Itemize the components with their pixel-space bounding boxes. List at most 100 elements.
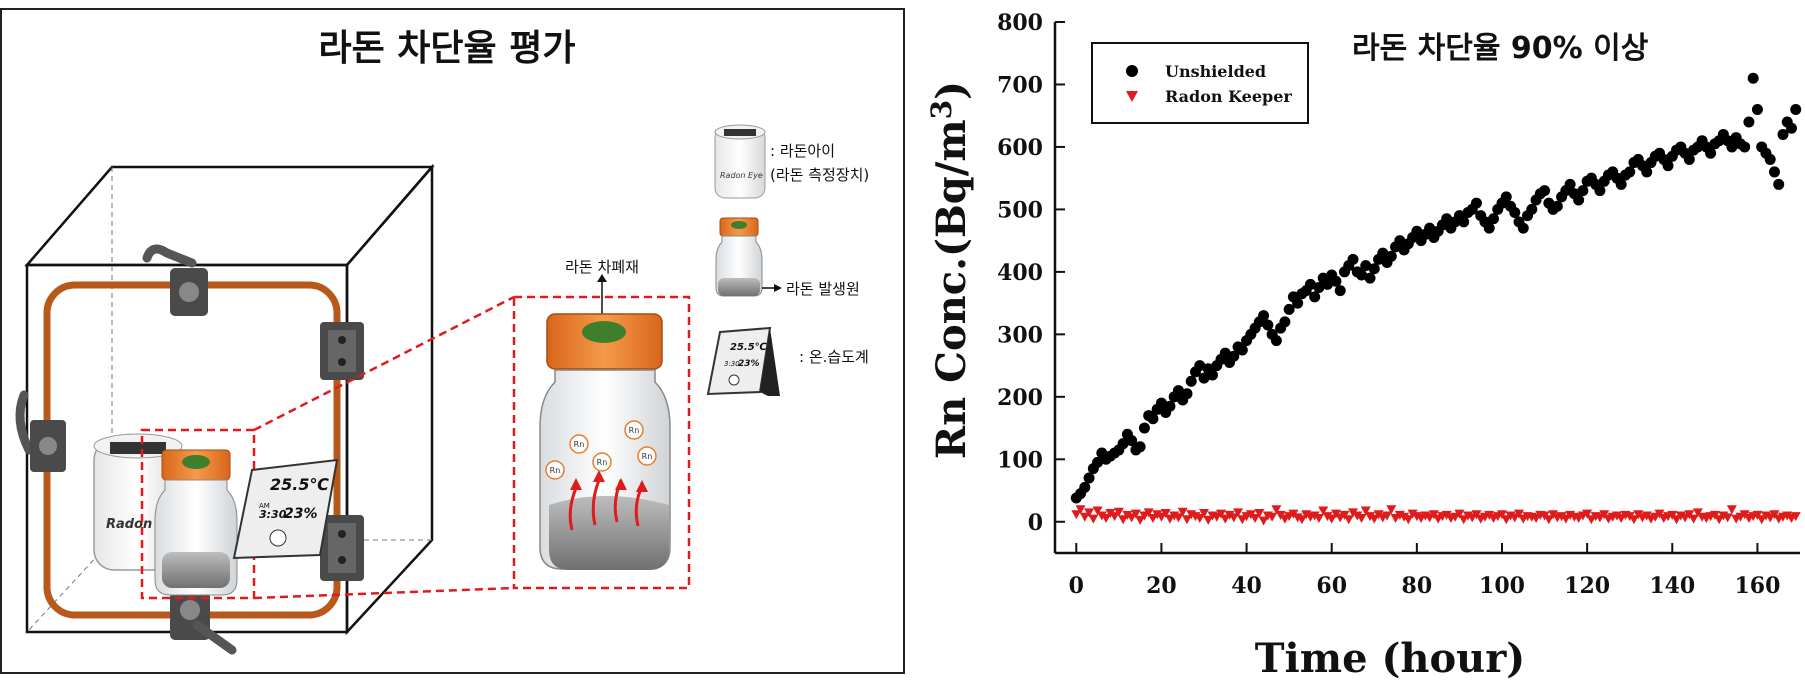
radon-keeper-point — [1373, 510, 1384, 520]
radon-keeper-point — [1143, 508, 1154, 518]
shield-label: 라돈 차폐재 — [565, 258, 639, 276]
zoom-detail-box — [512, 295, 691, 590]
unshielded-point — [1236, 344, 1248, 356]
y-tick-label: 200 — [997, 385, 1043, 411]
x-tick-label: 120 — [1564, 573, 1610, 599]
legend-thermo-hygrometer-label: : 온.습도계 — [799, 348, 869, 366]
x-tick-label: 0 — [1069, 573, 1084, 599]
unshielded-point — [1292, 297, 1304, 309]
unshielded-point — [1726, 141, 1738, 153]
latch-left-icon — [15, 390, 66, 472]
unshielded-point — [1172, 385, 1184, 397]
unshielded-point — [1283, 303, 1295, 315]
unshielded-point — [1181, 388, 1193, 400]
radon-keeper-point — [1160, 509, 1171, 519]
unshielded-point — [1615, 178, 1627, 190]
radon-keeper-point — [1497, 510, 1507, 520]
rn-particle: Rn — [574, 440, 585, 449]
latch-right-top-icon — [320, 322, 364, 380]
legend-meter-temp: 25.5℃ — [730, 342, 768, 353]
radon-keeper-point — [1194, 514, 1205, 524]
experiment-diagram: 라돈 차단율 평가 Radon Eye — [15, 28, 869, 655]
legend-radon-eye-text: Radon Eye — [720, 171, 763, 180]
y-tick-label: 600 — [997, 135, 1043, 161]
unshielded-point — [1147, 413, 1159, 425]
radon-keeper-point — [1126, 513, 1137, 523]
radon-keeper-point — [1348, 508, 1358, 518]
unshielded-point — [1360, 260, 1372, 272]
radon-keeper-point — [1543, 515, 1554, 525]
legend-radon-keeper-label: Radon Keeper — [1165, 87, 1292, 106]
meter-time: 3:30 — [259, 508, 287, 521]
legend-meter-humidity: 23% — [738, 359, 760, 369]
radon-keeper-point — [1309, 511, 1320, 521]
unshielded-point — [1764, 153, 1776, 165]
radon-keeper-point — [1071, 510, 1082, 520]
unshielded-point — [1517, 222, 1529, 234]
radon-keeper-point — [1722, 513, 1733, 523]
radon-keeper-point — [1258, 516, 1269, 526]
unshielded-point — [1743, 116, 1755, 128]
radon-keeper-point — [1181, 515, 1192, 525]
radon-keeper-point — [1548, 510, 1559, 520]
unshielded-point — [1411, 225, 1423, 237]
unshielded-point — [1458, 216, 1470, 228]
radon-keeper-point — [1726, 505, 1737, 515]
radon-keeper-point — [1352, 511, 1363, 521]
radon-keeper-point — [1322, 512, 1333, 522]
unshielded-point — [1262, 319, 1274, 331]
radon-keeper-point — [1173, 513, 1184, 523]
unshielded-point — [1334, 285, 1346, 297]
unshielded-point — [1577, 185, 1589, 197]
radon-keeper-point — [1079, 512, 1090, 522]
unshielded-point — [1500, 191, 1512, 203]
unshielded-point — [1356, 269, 1368, 281]
radon-keeper-point — [1356, 514, 1367, 524]
x-tick-label: 80 — [1402, 573, 1433, 599]
latch-right-bottom-icon — [320, 515, 364, 581]
radon-keeper-point — [1313, 514, 1324, 524]
radon-keeper-point — [1403, 515, 1414, 525]
radon-keeper-point — [1484, 510, 1495, 520]
radon-keeper-point — [1084, 508, 1095, 518]
legend-radon-eye-icon: Radon Eye — [714, 124, 766, 199]
radon-keeper-point — [1671, 515, 1682, 525]
radon-keeper-point — [1326, 514, 1337, 524]
x-tick-label: 100 — [1479, 573, 1525, 599]
radon-keeper-point — [1628, 515, 1639, 525]
unshielded-point — [1785, 122, 1797, 134]
radon-keeper-point — [1092, 506, 1103, 516]
y-tick-label: 400 — [997, 260, 1043, 286]
radon-keeper-point — [1233, 508, 1244, 518]
unshielded-point — [1509, 207, 1521, 219]
latch-bottom-icon — [170, 592, 237, 655]
radon-keeper-point — [1122, 510, 1133, 520]
unshielded-point — [1526, 203, 1538, 215]
unshielded-point — [1487, 213, 1499, 225]
radon-keeper-point — [1228, 513, 1239, 523]
thermo-hygrometer-icon: 25.5℃ AM 3:30 23% — [232, 458, 339, 560]
unshielded-point — [1394, 235, 1406, 247]
radon-keeper-point — [1560, 514, 1571, 524]
radon-particles: Rn Rn Rn Rn Rn — [545, 420, 657, 480]
unshielded-point — [1483, 222, 1495, 234]
radon-chart: 0 100 200 300 400 500 600 700 800 0 20 40 60 80 100 12… — [925, 10, 1802, 682]
radon-keeper-point — [1177, 507, 1188, 517]
unshielded-point — [1313, 282, 1325, 293]
radon-keeper-point — [1156, 512, 1167, 522]
radon-keeper-point — [1135, 515, 1146, 525]
unshielded-point — [1624, 166, 1636, 178]
legend-radon-eye-label2: (라돈 측정장치) — [770, 166, 869, 184]
meter-am: AM — [259, 502, 270, 510]
meter-temp: 25.5℃ — [270, 475, 329, 494]
radon-keeper-point — [1118, 515, 1129, 525]
unshielded-point — [1662, 160, 1674, 172]
chart-annotation: 라돈 차단율 90% 이상 — [1352, 31, 1649, 66]
y-axis-label: Rn Conc.(Bq/m3) — [925, 81, 975, 459]
radon-keeper-point — [1267, 512, 1278, 522]
unshielded-point — [1368, 263, 1380, 275]
unshielded-point — [1194, 360, 1206, 372]
unshielded-point — [1185, 375, 1197, 387]
legend-thermo-hygrometer-icon: 25.5℃ 3:30 23% — [706, 326, 780, 396]
legend-radon-eye-label1: : 라돈아이 — [770, 142, 835, 160]
